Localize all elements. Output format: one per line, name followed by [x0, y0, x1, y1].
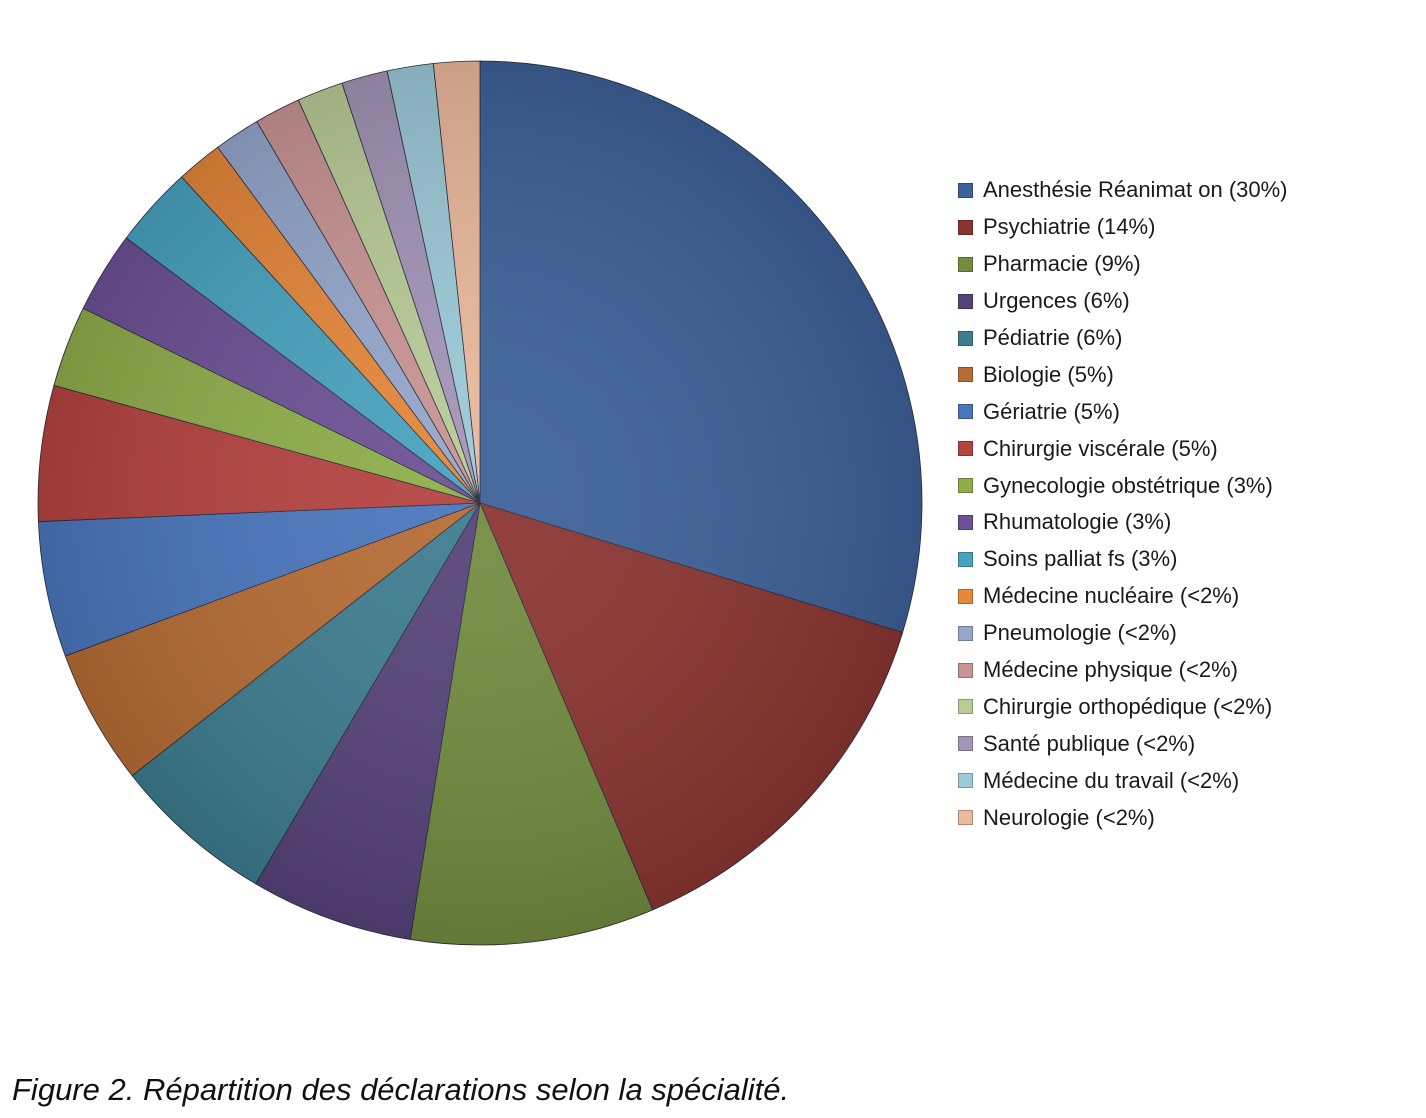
- legend-label: Biologie (5%): [983, 361, 1114, 387]
- legend-item: Soins palliat fs (3%): [958, 541, 1418, 578]
- legend-item: Médecine du travail (<2%): [958, 762, 1418, 799]
- legend-swatch: [958, 441, 973, 457]
- legend-item: Gériatrie (5%): [958, 393, 1418, 430]
- legend-swatch: [958, 330, 973, 346]
- legend-item: Santé publique (<2%): [958, 725, 1418, 762]
- legend-label: Neurologie (<2%): [983, 804, 1155, 830]
- legend-item: Pharmacie (9%): [958, 246, 1418, 283]
- legend-label: Gynecologie obstétrique (3%): [983, 472, 1273, 498]
- legend-swatch: [958, 514, 973, 530]
- legend-swatch: [958, 478, 973, 494]
- pie-slices: [37, 60, 923, 946]
- legend-swatch: [958, 219, 973, 235]
- legend-item: Rhumatologie (3%): [958, 504, 1418, 541]
- pie-chart: [37, 60, 923, 946]
- legend-label: Santé publique (<2%): [983, 730, 1196, 756]
- legend-label: Anesthésie Réanimat on (30%): [983, 177, 1288, 203]
- legend-swatch: [958, 588, 973, 604]
- legend-swatch: [958, 367, 973, 383]
- legend-swatch: [958, 182, 973, 198]
- legend-item: Pneumologie (<2%): [958, 615, 1418, 652]
- legend-item: Biologie (5%): [958, 356, 1418, 393]
- legend-swatch: [958, 625, 973, 641]
- legend-label: Médecine physique (<2%): [983, 657, 1238, 683]
- legend-label: Médecine du travail (<2%): [983, 767, 1240, 793]
- figure-caption: Figure 2. Répartition des déclarations s…: [12, 1072, 790, 1107]
- legend-label: Gériatrie (5%): [983, 398, 1120, 424]
- legend-item: Anesthésie Réanimat on (30%): [958, 172, 1418, 209]
- legend-label: Psychiatrie (14%): [983, 214, 1156, 240]
- legend-label: Pédiatrie (6%): [983, 325, 1123, 350]
- legend-swatch: [958, 293, 973, 309]
- legend-swatch: [958, 551, 973, 567]
- legend-swatch: [958, 256, 973, 272]
- legend-swatch: [958, 773, 973, 789]
- legend-label: Médecine nucléaire (<2%): [983, 583, 1240, 609]
- legend-item: Médecine physique (<2%): [958, 652, 1418, 689]
- legend-label: Chirurgie viscérale (5%): [983, 435, 1218, 461]
- legend-swatch: [958, 810, 973, 826]
- legend-item: Urgences (6%): [958, 283, 1418, 320]
- legend-label: Pneumologie (<2%): [983, 620, 1177, 646]
- legend-item: Chirurgie orthopédique (<2%): [958, 688, 1418, 725]
- legend-swatch: [958, 736, 973, 752]
- legend-swatch: [958, 662, 973, 678]
- legend-label: Soins palliat fs (3%): [983, 546, 1178, 572]
- legend-item: Psychiatrie (14%): [958, 209, 1418, 246]
- legend-item: Médecine nucléaire (<2%): [958, 578, 1418, 615]
- legend-label: Urgences (6%): [983, 288, 1130, 314]
- legend-swatch: [958, 404, 973, 420]
- chart-legend: Anesthésie Réanimat on (30%) Psychiatrie …: [958, 172, 1418, 836]
- legend-label: Rhumatologie (3%): [983, 509, 1172, 535]
- legend-swatch: [958, 699, 973, 715]
- legend-label: Pharmacie (9%): [983, 251, 1141, 277]
- legend-item: Chirurgie viscérale (5%): [958, 430, 1418, 467]
- legend-item: Pédiatrie (6%): [958, 320, 1418, 357]
- legend-item: Neurologie (<2%): [958, 799, 1418, 836]
- legend-label: Chirurgie orthopédique (<2%): [983, 693, 1273, 719]
- legend-item: Gynecologie obstétrique (3%): [958, 467, 1418, 504]
